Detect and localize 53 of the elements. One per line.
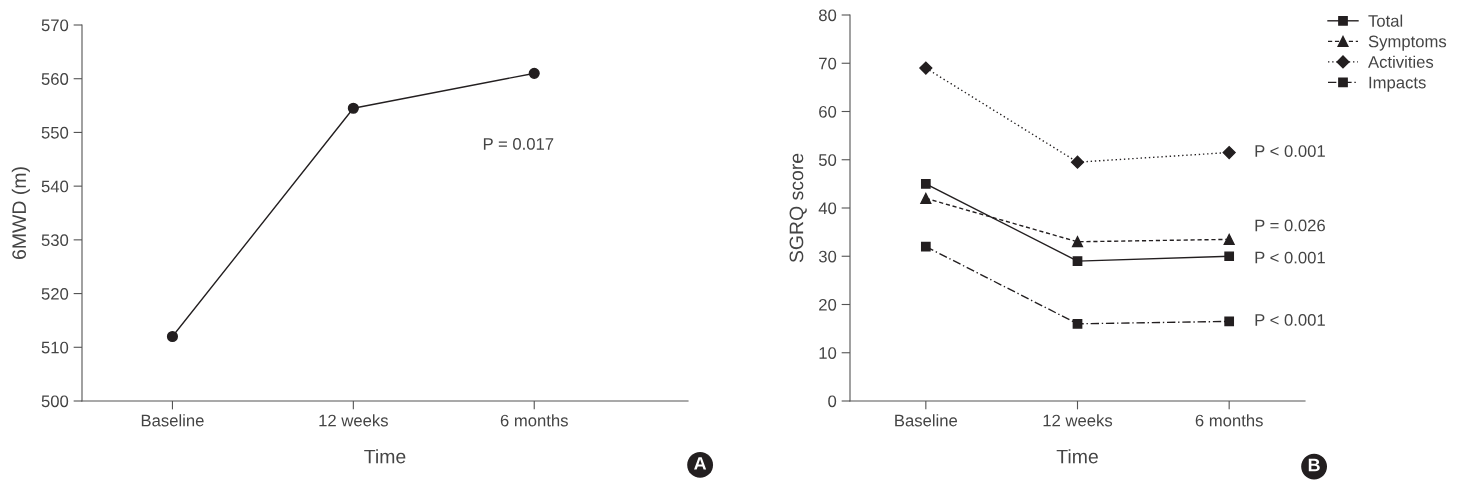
annotation: P < 0.001: [1255, 314, 1325, 326]
point: [1070, 155, 1085, 169]
legend-label: Activities: [1368, 55, 1434, 68]
y-tick-label: 560: [41, 73, 69, 85]
x-axis-title: Time: [1056, 449, 1098, 464]
point: [1224, 251, 1235, 262]
x-tick-label: 6 months: [1195, 414, 1263, 427]
text: B: [1308, 458, 1320, 472]
annotation: P < 0.001: [1255, 251, 1325, 264]
y-tick-label: 40: [818, 202, 837, 215]
legend-label: Total: [1368, 14, 1403, 27]
point: [920, 179, 931, 189]
point: [1071, 236, 1084, 248]
y-tick-label: 500: [41, 395, 69, 408]
y-tick-label: 30: [818, 250, 837, 263]
annotation: P < 0.001: [1255, 145, 1325, 157]
y-axis-title: 6MWD (m): [11, 167, 30, 259]
point: [1222, 145, 1236, 160]
x-tick-label: 12 weeks: [319, 414, 388, 427]
legend-label: Impacts: [1369, 76, 1426, 92]
y-tick-label: 530: [41, 234, 69, 247]
y-tick-label: 70: [819, 57, 837, 70]
y-tick-label: 60: [819, 105, 837, 118]
legend-label: Symptoms: [1368, 35, 1447, 51]
point: [920, 241, 931, 252]
annotation: P = 0.017: [483, 137, 554, 150]
point: [920, 192, 932, 204]
y-tick-label: 0: [828, 395, 837, 408]
y-tick-label: 10: [819, 347, 837, 359]
annotation: P = 0.026: [1255, 219, 1325, 232]
x-tick-label: Baseline: [895, 414, 958, 427]
x-tick-label: Baseline: [141, 414, 204, 427]
point: [528, 67, 540, 79]
point: [1223, 233, 1235, 245]
y-tick-label: 570: [41, 19, 69, 32]
x-tick-label: 6 months: [500, 414, 568, 427]
point: [1072, 256, 1083, 266]
y-tick-label: 540: [41, 180, 69, 193]
point: [919, 61, 933, 75]
y-tick-label: 80: [818, 9, 837, 22]
point: [347, 102, 359, 114]
y-tick-label: 550: [41, 126, 69, 139]
y-tick-label: 520: [41, 287, 69, 300]
x-tick-label: 12 weeks: [1043, 414, 1113, 427]
text: A: [694, 457, 707, 470]
y-tick-label: 510: [41, 341, 69, 354]
x-axis-title: Time: [364, 449, 406, 464]
point: [1072, 318, 1083, 329]
point: [166, 330, 179, 343]
y-axis-title: SGRQ score: [789, 153, 807, 263]
y-tick-label: 50: [818, 154, 837, 166]
point: [1224, 316, 1235, 327]
y-tick-label: 20: [819, 298, 837, 311]
